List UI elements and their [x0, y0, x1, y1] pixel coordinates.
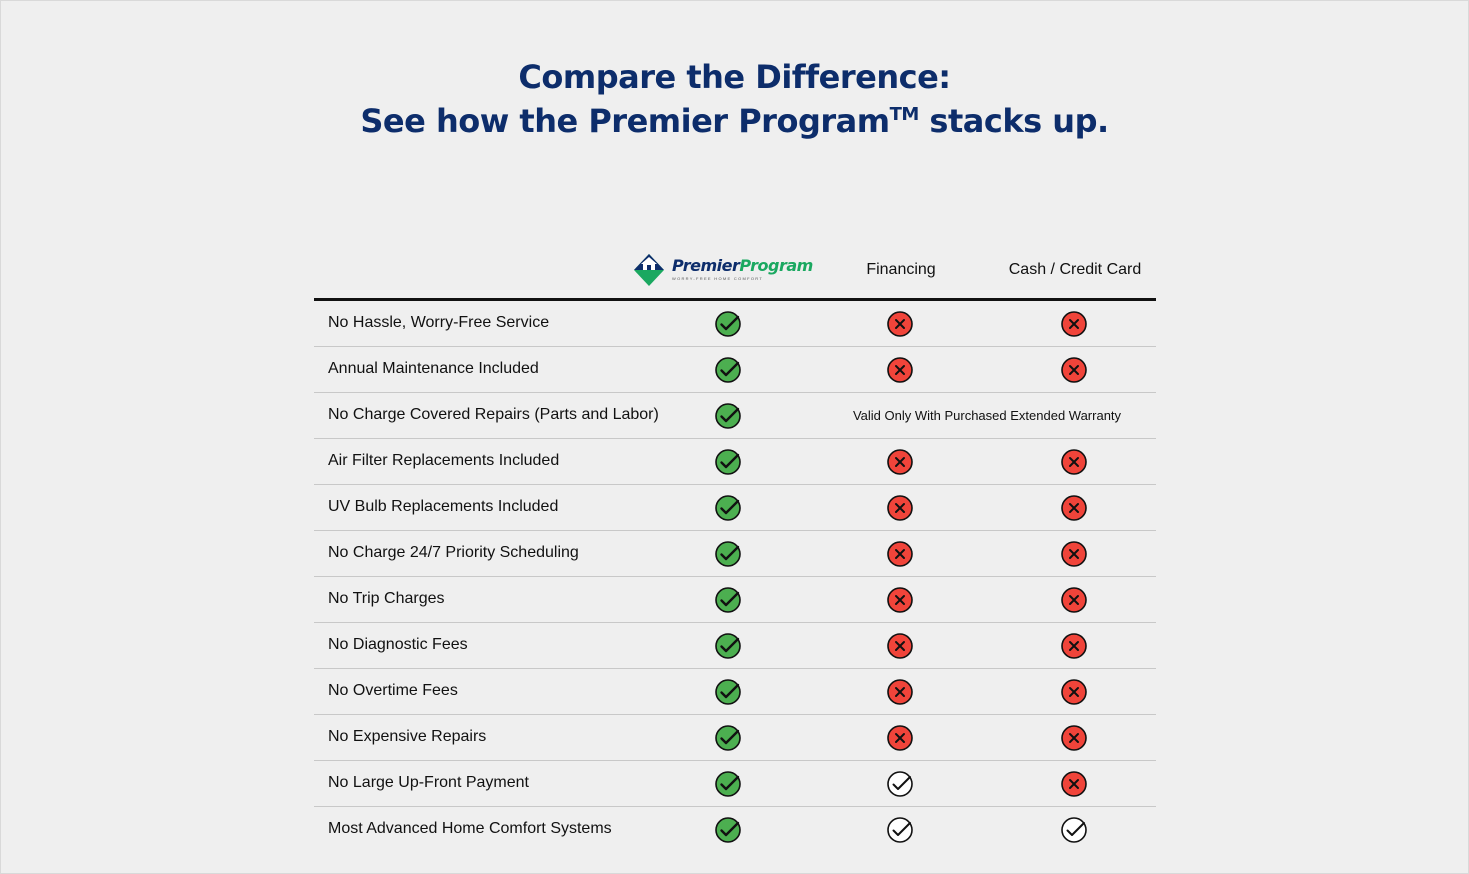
column-header-cash-credit-card: Cash / Credit Card: [1008, 261, 1142, 278]
premier-program-logo: PremierProgram WORRY-FREE HOME COMFORT: [632, 252, 822, 288]
house-diamond-icon: [634, 254, 664, 286]
check-outline-icon: [874, 807, 926, 853]
check-icon: [702, 577, 754, 622]
row-label: No Trip Charges: [328, 590, 445, 607]
x-icon: [1048, 623, 1100, 668]
warranty-note: Valid Only With Purchased Extended Warra…: [852, 408, 1122, 423]
x-icon: [1048, 347, 1100, 392]
row-label: No Diagnostic Fees: [328, 636, 468, 653]
x-icon: [1048, 531, 1100, 576]
row-label: Air Filter Replacements Included: [328, 452, 560, 469]
x-icon: [874, 439, 926, 484]
table-row: No Trip Charges: [314, 577, 1156, 623]
table-row: No Expensive Repairs: [314, 715, 1156, 761]
row-label: No Hassle, Worry-Free Service: [328, 314, 550, 331]
heading-line-1: Compare the Difference:: [518, 58, 951, 96]
heading-line-2: See how the Premier ProgramTM stacks up.: [0, 96, 1469, 140]
check-icon: [702, 715, 754, 760]
row-label: No Expensive Repairs: [328, 728, 487, 745]
check-icon: [702, 485, 754, 530]
row-label: Most Advanced Home Comfort Systems: [328, 820, 612, 837]
table-row: No Charge Covered Repairs (Parts and Lab…: [314, 393, 1156, 439]
x-icon: [874, 669, 926, 714]
table-row: Annual Maintenance Included: [314, 347, 1156, 393]
table-row: No Charge 24/7 Priority Scheduling: [314, 531, 1156, 577]
x-icon: [1048, 669, 1100, 714]
check-icon: [702, 393, 754, 438]
row-label: UV Bulb Replacements Included: [328, 498, 559, 515]
table-row: No Hassle, Worry-Free Service: [314, 301, 1156, 347]
check-icon: [702, 301, 754, 346]
table-row: No Large Up-Front Payment: [314, 761, 1156, 807]
x-icon: [874, 347, 926, 392]
x-icon: [874, 301, 926, 346]
x-icon: [874, 485, 926, 530]
row-label: No Overtime Fees: [328, 682, 458, 699]
x-icon: [874, 715, 926, 760]
x-icon: [1048, 301, 1100, 346]
x-icon: [874, 623, 926, 668]
comparison-table: No Hassle, Worry-Free Service Annual Main…: [314, 301, 1156, 853]
table-row: No Overtime Fees: [314, 669, 1156, 715]
row-label: No Charge Covered Repairs (Parts and Lab…: [328, 406, 659, 423]
check-outline-icon: [874, 761, 926, 806]
heading-line-2-suffix: stacks up.: [918, 102, 1109, 140]
heading-line-2-prefix: See how the Premier Program: [360, 102, 890, 140]
x-icon: [874, 531, 926, 576]
table-row: Most Advanced Home Comfort Systems: [314, 807, 1156, 853]
table-row: UV Bulb Replacements Included: [314, 485, 1156, 531]
x-icon: [1048, 577, 1100, 622]
logo-tagline: WORRY-FREE HOME COMFORT: [672, 276, 764, 281]
check-icon: [702, 439, 754, 484]
check-icon: [702, 347, 754, 392]
header-divider: [314, 298, 1156, 301]
table-row: Air Filter Replacements Included: [314, 439, 1156, 485]
x-icon: [1048, 761, 1100, 806]
check-icon: [702, 761, 754, 806]
logo-wordmark: PremierProgram: [672, 256, 813, 275]
table-header: PremierProgram WORRY-FREE HOME COMFORT F…: [314, 244, 1156, 298]
row-label: No Large Up-Front Payment: [328, 774, 529, 791]
row-label: Annual Maintenance Included: [328, 360, 539, 377]
trademark-mark: TM: [889, 104, 920, 125]
table-row: No Diagnostic Fees: [314, 623, 1156, 669]
x-icon: [1048, 715, 1100, 760]
x-icon: [1048, 439, 1100, 484]
check-icon: [702, 531, 754, 576]
check-outline-icon: [1048, 807, 1100, 853]
x-icon: [874, 577, 926, 622]
column-header-financing: Financing: [866, 261, 936, 278]
row-label: No Charge 24/7 Priority Scheduling: [328, 544, 579, 561]
x-icon: [1048, 485, 1100, 530]
check-icon: [702, 623, 754, 668]
check-icon: [702, 807, 754, 853]
check-icon: [702, 669, 754, 714]
page-heading: Compare the Difference: See how the Prem…: [0, 58, 1469, 140]
